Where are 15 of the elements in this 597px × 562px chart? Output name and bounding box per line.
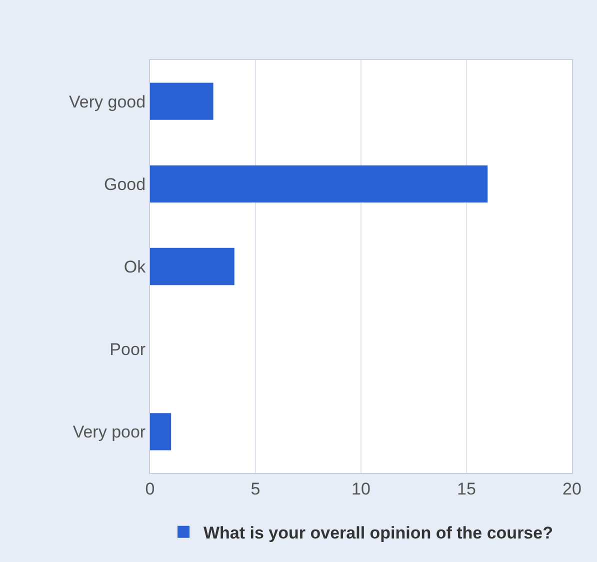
x-tick-label: 0 [145,479,155,498]
bar [150,165,488,202]
y-tick-label: Ok [124,257,146,276]
bar [150,82,214,120]
y-tick-label: Poor [110,340,146,360]
y-tick-label: Good [104,174,146,194]
x-tick-label: 20 [562,479,582,498]
y-tick-label: Very good [69,92,146,112]
x-tick-label: 10 [352,479,370,498]
legend-label: What is your overall opinion of the course? [204,523,553,542]
y-tick-label: Very poor [72,422,146,442]
x-tick-label: 15 [457,479,476,498]
x-tick-label: 5 [250,479,260,498]
bar [150,413,172,450]
bar [150,248,234,286]
